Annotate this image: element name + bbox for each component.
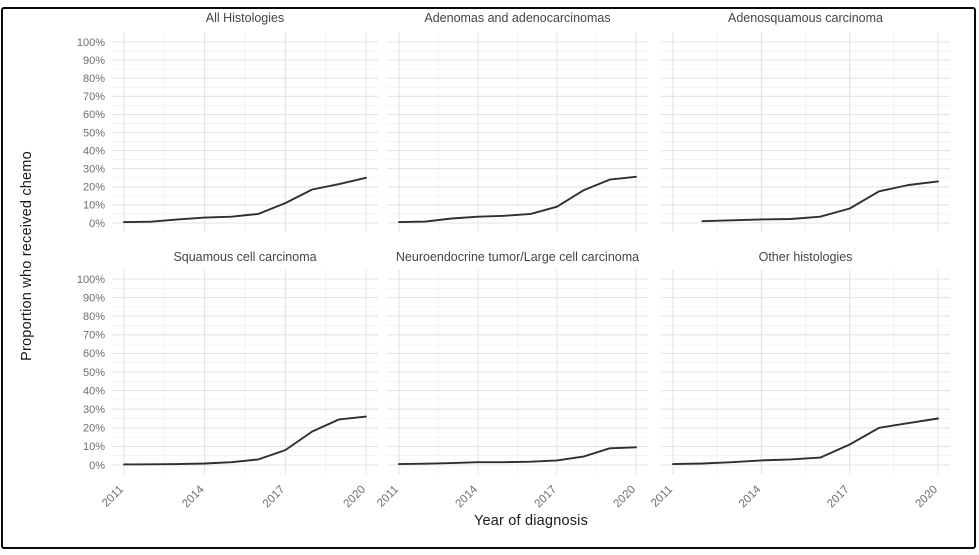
x-tick-label: 2020: [612, 484, 639, 511]
y-tick-label: 100%: [77, 274, 105, 286]
y-tick-label: 20%: [83, 423, 105, 435]
x-tick-label: 2011: [100, 484, 126, 510]
y-tick-label: 50%: [83, 367, 105, 379]
y-tick-label: 60%: [83, 109, 105, 121]
facet-title: Neuroendocrine tumor/Large cell carcinom…: [396, 250, 639, 264]
y-tick-label: 40%: [83, 145, 105, 157]
series-line: [672, 417, 939, 466]
facet-title: Squamous cell carcinoma: [173, 250, 316, 264]
y-tick-label: 90%: [83, 55, 105, 67]
x-tick-label: 2020: [342, 484, 369, 511]
facet-title: Other histologies: [759, 250, 853, 264]
x-tick-label: 2017: [825, 484, 852, 511]
x-tick-label: 2020: [914, 484, 941, 511]
y-tick-label: 20%: [83, 182, 105, 194]
x-tick-label: 2011: [649, 484, 675, 510]
series-line: [398, 175, 637, 224]
y-tick-label: 70%: [83, 330, 105, 342]
y-tick-label: 0%: [89, 218, 105, 230]
y-tick-label: 30%: [83, 164, 105, 176]
y-tick-label: 70%: [83, 91, 105, 103]
x-tick-label: 2017: [533, 484, 560, 511]
x-tick-label: 2017: [261, 484, 288, 511]
series-line: [701, 180, 939, 223]
y-tick-label: 10%: [83, 200, 105, 212]
series-line: [123, 176, 367, 224]
y-tick-label: 90%: [83, 292, 105, 304]
y-tick-label: 80%: [83, 73, 105, 85]
y-tick-label: 60%: [83, 348, 105, 360]
series-line: [398, 446, 637, 466]
y-tick-label: 30%: [83, 404, 105, 416]
y-axis-title: Proportion who received chemo: [19, 151, 35, 361]
y-tick-label: 100%: [77, 37, 105, 49]
series-line: [123, 415, 367, 466]
y-tick-label: 80%: [83, 311, 105, 323]
y-tick-label: 10%: [83, 441, 105, 453]
facet-title: All Histologies: [206, 11, 285, 25]
y-tick-label: 40%: [83, 385, 105, 397]
y-tick-label: 0%: [89, 460, 105, 472]
y-tick-label: 50%: [83, 127, 105, 139]
facet-title: Adenomas and adenocarcinomas: [424, 11, 610, 25]
x-tick-label: 2014: [180, 483, 207, 510]
x-axis-title: Year of diagnosis: [473, 513, 589, 529]
x-tick-label: 2014: [737, 483, 764, 510]
x-tick-label: 2011: [375, 484, 401, 510]
facet-title: Adenosquamous carcinoma: [728, 11, 883, 25]
x-tick-label: 2014: [454, 483, 481, 510]
